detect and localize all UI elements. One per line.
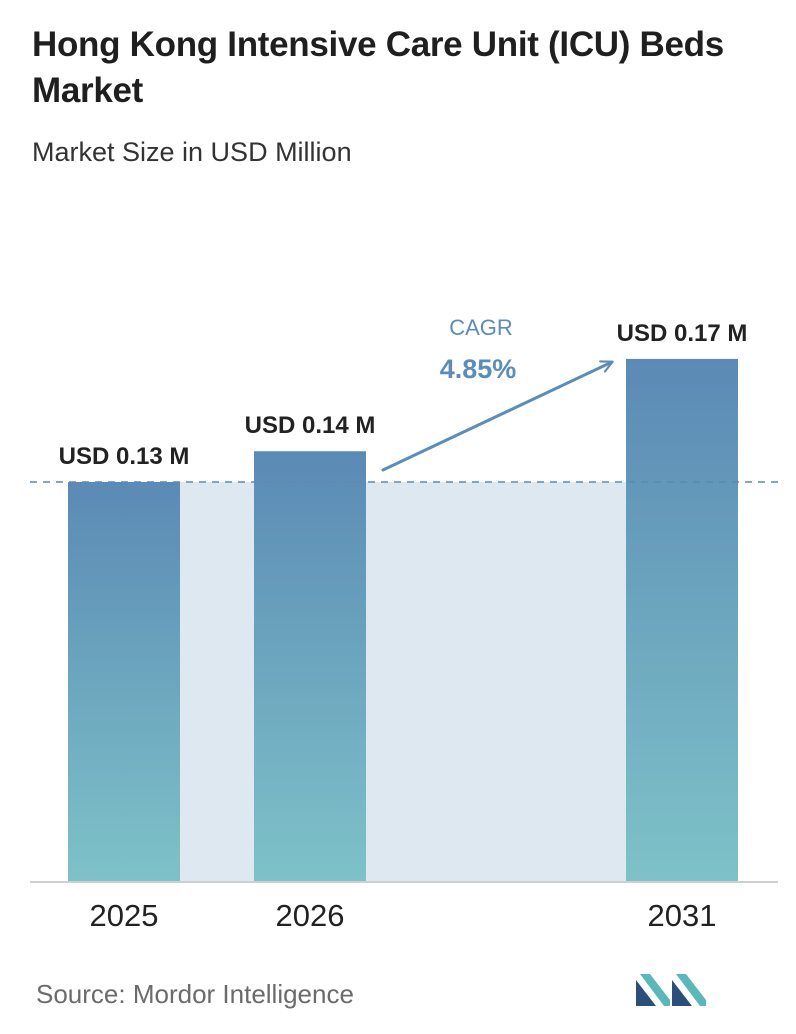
bar-value-label-2031: USD 0.17 M — [617, 320, 748, 347]
mordor-intelligence-logo-icon — [636, 974, 706, 1006]
bar-value-labels: USD 0.13 M USD 0.14 M USD 0.17 M — [59, 320, 748, 470]
source-credit: Source: Mordor Intelligence — [36, 979, 354, 1009]
cagr-label: CAGR — [449, 315, 513, 340]
cagr-arrow — [381, 360, 614, 472]
chart-title: Hong Kong Intensive Care Unit (ICU) Beds… — [32, 25, 724, 110]
bar-value-label-2025: USD 0.13 M — [59, 443, 190, 470]
x-axis-tick-labels: 2025 2026 2031 — [90, 898, 717, 933]
cagr-value: 4.85% — [440, 354, 517, 384]
bar-series — [68, 358, 738, 882]
bar-2025 — [68, 482, 180, 882]
bar-2026 — [254, 451, 366, 882]
cagr-annotation: CAGR 4.85% — [381, 315, 614, 472]
bar-2031 — [626, 358, 738, 882]
chart-subtitle: Market Size in USD Million — [32, 137, 352, 167]
bar-value-label-2026: USD 0.14 M — [245, 412, 376, 439]
x-tick-label-2025: 2025 — [90, 898, 159, 933]
x-tick-label-2031: 2031 — [648, 898, 717, 933]
x-tick-label-2026: 2026 — [276, 898, 345, 933]
